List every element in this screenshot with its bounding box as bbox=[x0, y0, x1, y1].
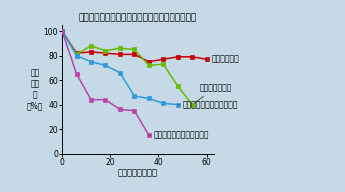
Text: 光沢
保持
率
［%］: 光沢 保持 率 ［%］ bbox=[27, 68, 43, 110]
Text: フッ素樹脂塗料: フッ素樹脂塗料 bbox=[195, 83, 232, 103]
Text: バーミエイト: バーミエイト bbox=[207, 55, 239, 64]
Title: 》バーミエイトと従来塗料の屋外暴露試験比較》: 》バーミエイトと従来塗料の屋外暴露試験比較》 bbox=[79, 14, 197, 23]
X-axis label: 暴露期間［月数］: 暴露期間［月数］ bbox=[118, 168, 158, 177]
Text: アクリルウレタン樹脂塗料: アクリルウレタン樹脂塗料 bbox=[149, 131, 209, 140]
Text: アクリルシリコン樹脂塗料: アクリルシリコン樹脂塗料 bbox=[178, 100, 238, 109]
